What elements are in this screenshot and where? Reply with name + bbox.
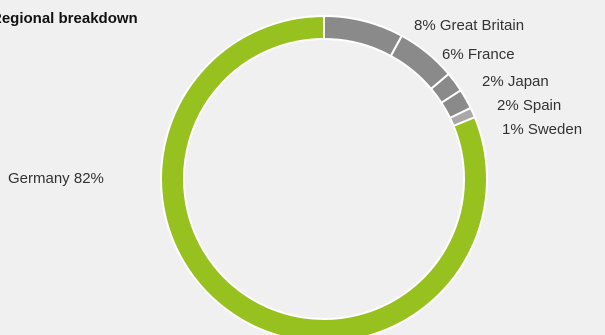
slice-labels: 8% Great Britain 6% France 2% Japan 2% Spai… — [8, 17, 582, 187]
label-germany: Germany 82% — [8, 170, 104, 187]
donut-slices — [160, 14, 488, 335]
label-sweden: 1% Sweden — [502, 121, 582, 138]
label-spain: 2% Spain — [497, 97, 561, 114]
slice-great-britain — [323, 14, 404, 58]
label-france: 6% France — [442, 46, 515, 63]
chart-title: Regional breakdown — [0, 10, 138, 27]
slice-germany — [160, 14, 488, 335]
label-great-britain: 8% Great Britain — [414, 17, 524, 34]
label-japan: 2% Japan — [482, 73, 549, 90]
